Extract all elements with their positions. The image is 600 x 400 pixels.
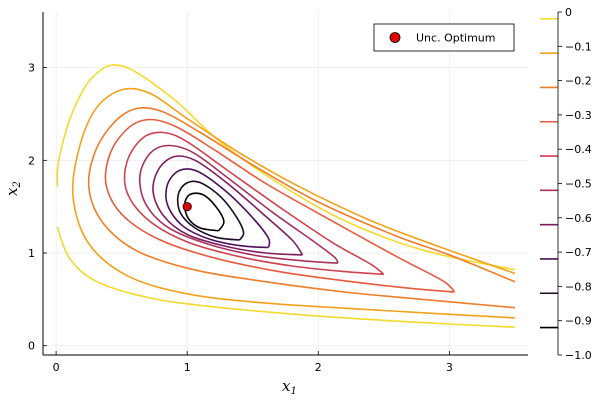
- contour-line: [176, 180, 245, 241]
- contour-line: [87, 106, 516, 309]
- x-axis-label: x1: [282, 377, 297, 397]
- colorbar-tick-label: −0.6: [565, 212, 592, 225]
- optimum-marker-layer: [182, 202, 192, 212]
- y-axis-label: x2: [3, 181, 23, 196]
- contour-line: [56, 64, 516, 271]
- tick-labels: 0 1 2 3 0 1 2 3: [28, 62, 453, 374]
- legend: Unc. Optimum: [373, 23, 515, 52]
- contour-lines: [56, 64, 516, 328]
- x-tick-label: 0: [53, 361, 60, 374]
- contour-line: [183, 192, 225, 232]
- colorbar-tick-label: −0.7: [565, 246, 592, 259]
- colorbar: 0 −0.1 −0.2 −0.3 −0.4 −0.5 −0.6 −0.7 −0.8 −0.9 −1.…: [540, 6, 592, 362]
- contour-line: [123, 131, 385, 276]
- contour-line: [104, 118, 456, 293]
- y-tick-label: 1: [28, 247, 35, 260]
- contour-line: [152, 155, 304, 256]
- colorbar-tick-label: −0.3: [565, 109, 592, 122]
- contour-line: [71, 87, 516, 319]
- x-tick-label: 1: [184, 361, 191, 374]
- colorbar-tick-label: −0.1: [565, 40, 592, 53]
- contour-line: [165, 168, 271, 249]
- colorbar-tick-label: 0: [565, 6, 572, 19]
- y-tick-label: 2: [28, 154, 35, 167]
- optimum-point: [182, 202, 192, 212]
- y-tick-label: 0: [28, 340, 35, 353]
- legend-label: Unc. Optimum: [416, 32, 495, 45]
- x-tick-label: 2: [315, 361, 322, 374]
- contour-line: [56, 226, 515, 328]
- contour-line: [138, 144, 339, 264]
- colorbar-tick-label: −1.0: [565, 349, 592, 362]
- axes: [42, 12, 528, 356]
- colorbar-tick-label: −0.4: [565, 143, 592, 156]
- grid-lines: [43, 12, 528, 355]
- colorbar-tick-label: −0.8: [565, 280, 592, 293]
- colorbar-tick-label: −0.2: [565, 75, 592, 88]
- y-tick-label: 3: [28, 62, 35, 75]
- legend-marker: [389, 32, 401, 43]
- x-tick-label: 3: [446, 361, 453, 374]
- colorbar-tick-label: −0.9: [565, 315, 592, 328]
- colorbar-tick-label: −0.5: [565, 178, 592, 191]
